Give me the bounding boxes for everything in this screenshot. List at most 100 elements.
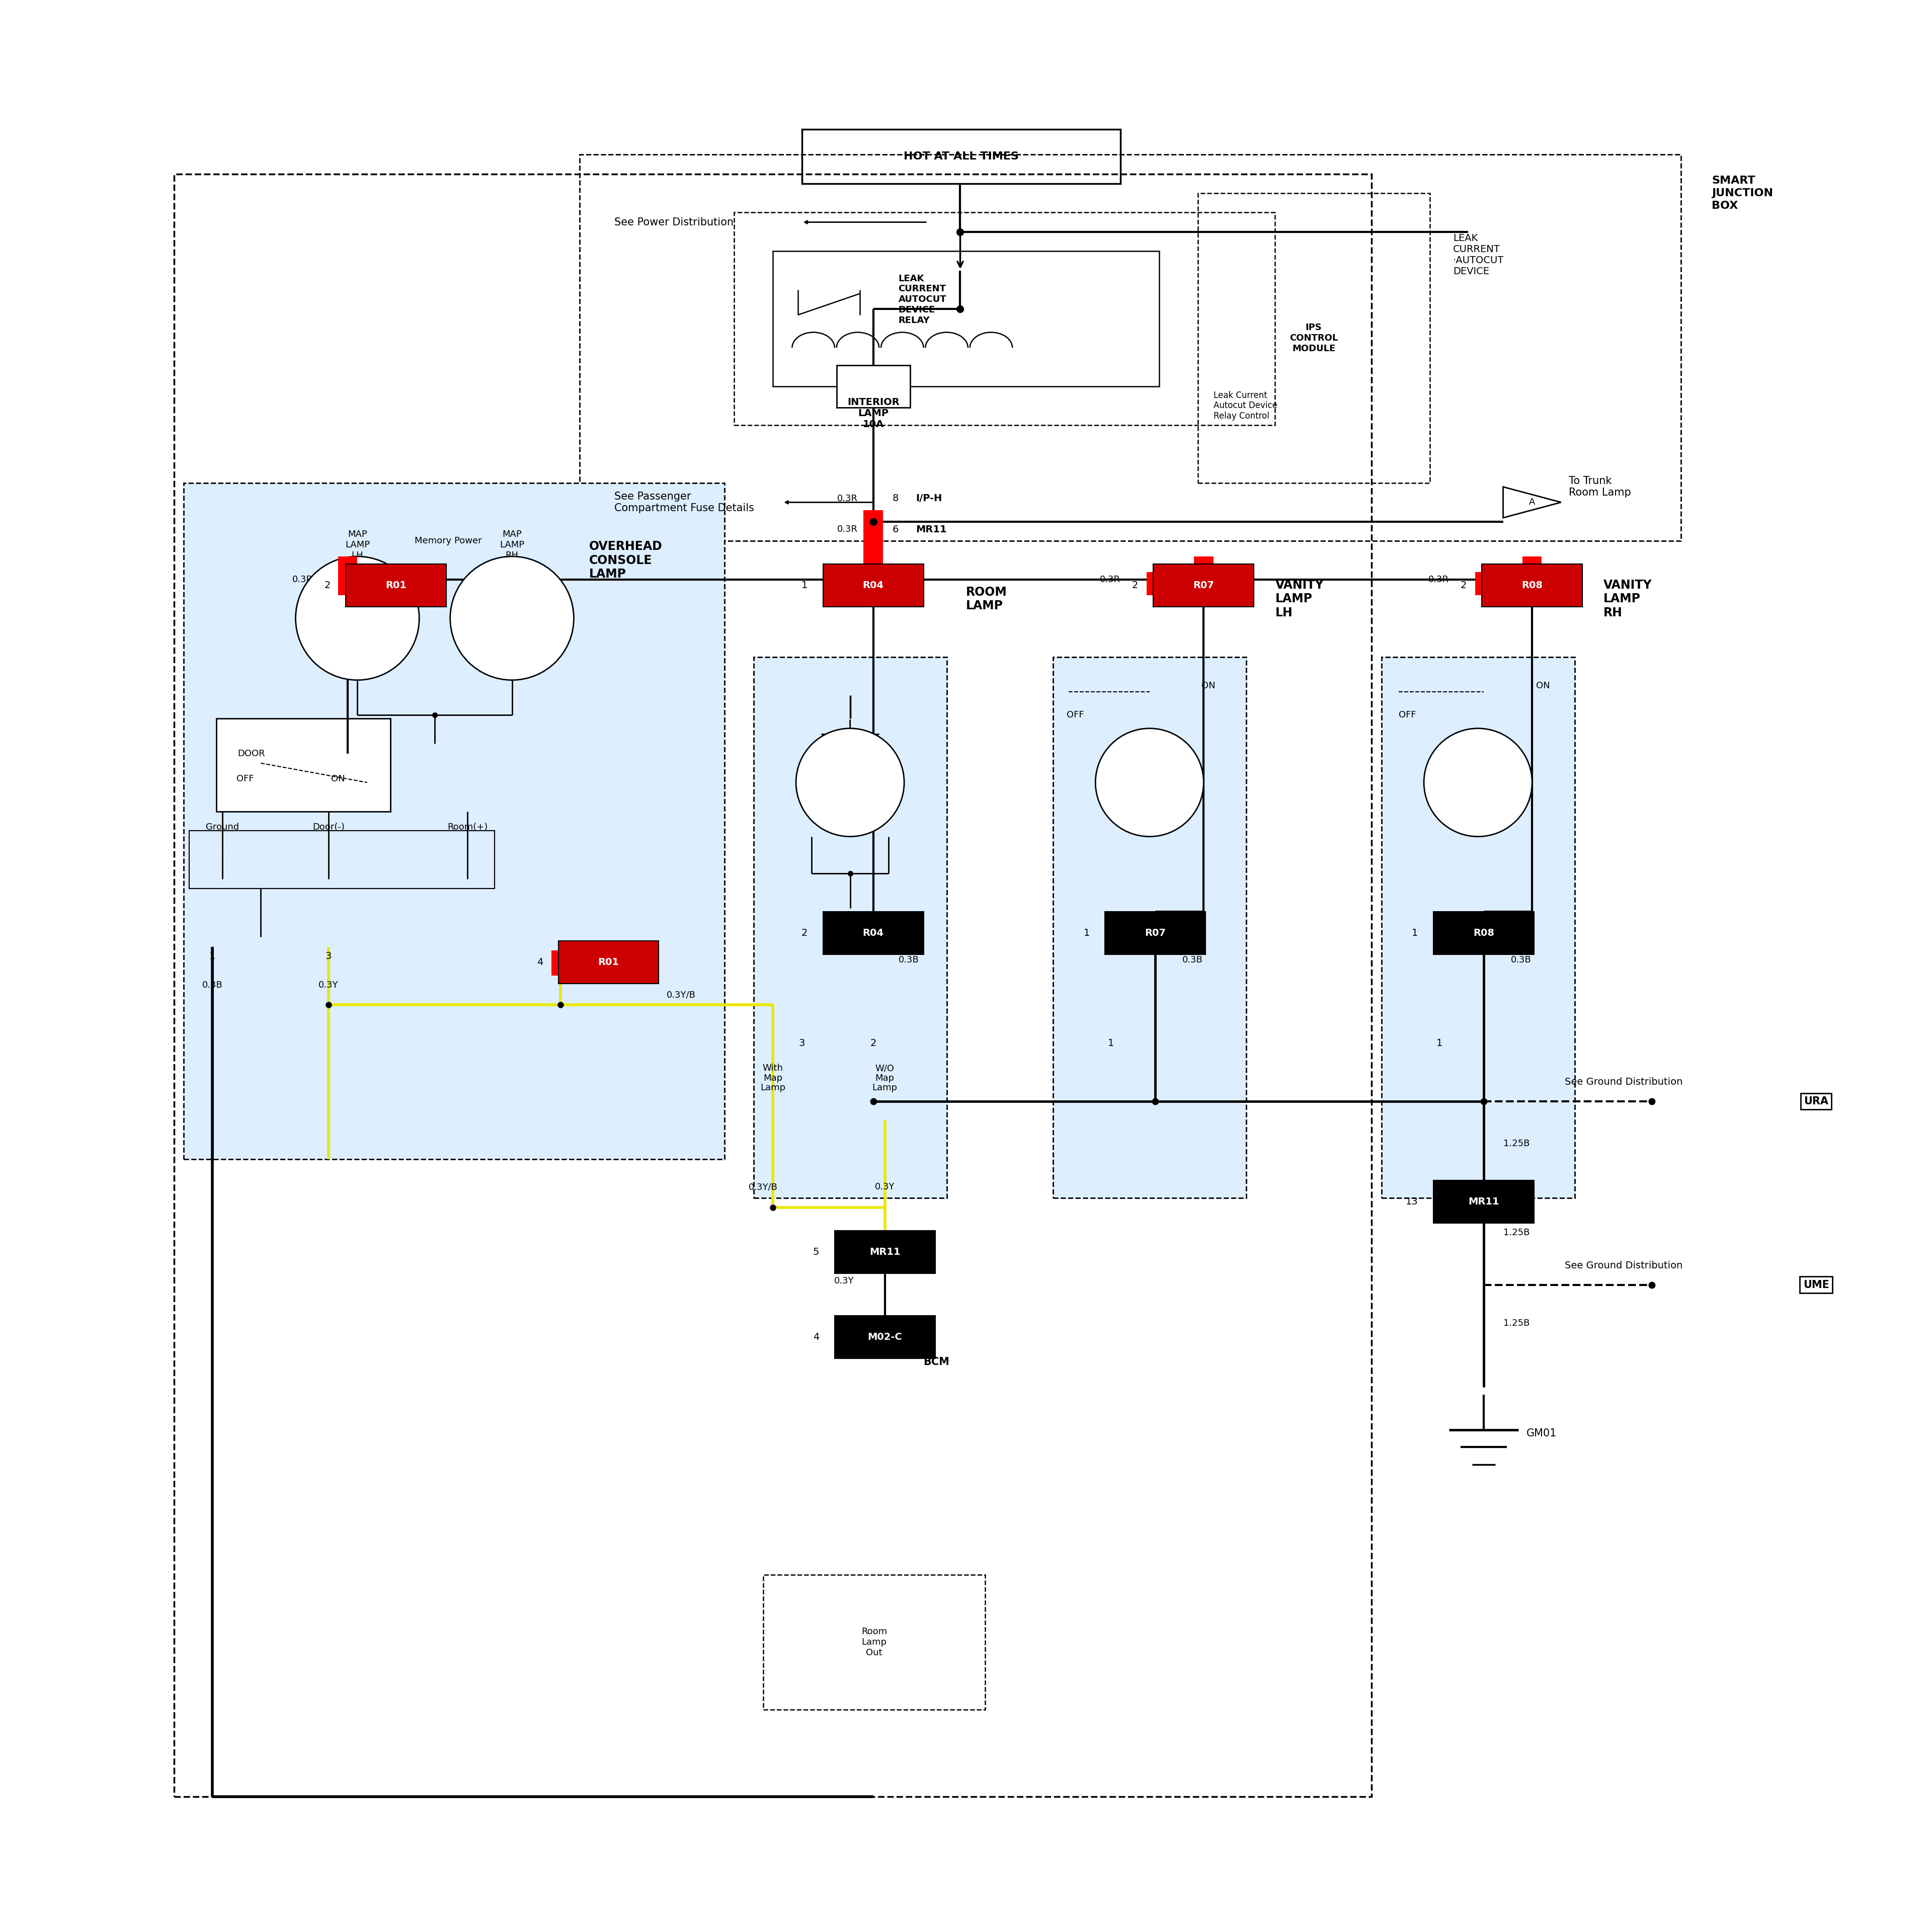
Text: 1.25B: 1.25B bbox=[1503, 1140, 1530, 1148]
Text: Leak Current
Autocut Device
Relay Control: Leak Current Autocut Device Relay Contro… bbox=[1213, 390, 1277, 421]
Bar bbox=[773, 251, 1159, 386]
Text: ON: ON bbox=[1202, 682, 1215, 690]
Text: To Trunk
Room Lamp: To Trunk Room Lamp bbox=[1569, 475, 1631, 498]
Text: 0.3B: 0.3B bbox=[898, 956, 920, 964]
Text: R04: R04 bbox=[864, 929, 883, 937]
Text: 3: 3 bbox=[798, 1039, 806, 1047]
Text: 0.3B: 0.3B bbox=[1511, 956, 1532, 964]
Text: R01: R01 bbox=[599, 958, 618, 966]
Text: 0.3B: 0.3B bbox=[203, 981, 222, 989]
Text: MR11: MR11 bbox=[916, 526, 947, 533]
Text: OFF: OFF bbox=[1399, 711, 1416, 719]
Text: MAP
LAMP
LH: MAP LAMP LH bbox=[346, 529, 369, 560]
Text: Room(+): Room(+) bbox=[448, 823, 487, 831]
Text: 13: 13 bbox=[1406, 1198, 1418, 1206]
Text: See Ground Distribution: See Ground Distribution bbox=[1565, 1078, 1683, 1086]
Text: 4: 4 bbox=[556, 952, 564, 960]
Circle shape bbox=[1095, 728, 1204, 837]
Text: LEAK
CURRENT
·AUTOCUT
DEVICE: LEAK CURRENT ·AUTOCUT DEVICE bbox=[1453, 234, 1503, 276]
Text: 2: 2 bbox=[1132, 582, 1138, 589]
Bar bbox=[1153, 564, 1254, 607]
Text: 1: 1 bbox=[1107, 1039, 1115, 1047]
Circle shape bbox=[450, 556, 574, 680]
Text: 3: 3 bbox=[325, 952, 332, 960]
Text: 1.25B: 1.25B bbox=[1503, 1229, 1530, 1236]
Text: DOOR: DOOR bbox=[238, 750, 265, 757]
Text: 4: 4 bbox=[537, 958, 543, 966]
Text: 0.3R: 0.3R bbox=[837, 526, 858, 533]
Text: A: A bbox=[1528, 498, 1536, 506]
Text: R04: R04 bbox=[864, 582, 883, 589]
Bar bbox=[558, 941, 659, 983]
Bar bbox=[837, 365, 910, 408]
Bar bbox=[1381, 657, 1575, 1198]
Bar bbox=[1148, 572, 1163, 595]
Bar bbox=[864, 510, 883, 580]
Text: W/O
Map
Lamp: W/O Map Lamp bbox=[871, 1065, 898, 1092]
Text: 0.3R: 0.3R bbox=[837, 495, 858, 502]
Text: 1: 1 bbox=[209, 952, 216, 960]
Bar bbox=[1434, 1180, 1534, 1223]
Text: ON: ON bbox=[1536, 682, 1549, 690]
Text: MR11: MR11 bbox=[1468, 1198, 1499, 1206]
Text: HOT AT ALL TIMES: HOT AT ALL TIMES bbox=[904, 151, 1018, 162]
Text: Door(-): Door(-) bbox=[313, 823, 344, 831]
Text: 2: 2 bbox=[325, 582, 330, 589]
Text: OFF: OFF bbox=[1066, 711, 1084, 719]
Bar bbox=[802, 129, 1121, 184]
Bar bbox=[216, 719, 390, 811]
Text: 1: 1 bbox=[1084, 929, 1090, 937]
Text: 1.25B: 1.25B bbox=[1503, 1320, 1530, 1327]
Bar bbox=[823, 564, 923, 607]
Text: VANITY
LAMP
LH: VANITY LAMP LH bbox=[1275, 580, 1323, 618]
Text: R08: R08 bbox=[1474, 929, 1493, 937]
Text: 5: 5 bbox=[813, 1248, 819, 1256]
Text: GM01: GM01 bbox=[1526, 1428, 1557, 1439]
Bar bbox=[866, 510, 881, 533]
Text: 8: 8 bbox=[893, 495, 898, 502]
Text: 2: 2 bbox=[869, 1039, 877, 1047]
Text: 0.3Y/B: 0.3Y/B bbox=[667, 991, 696, 999]
Text: Memory Power: Memory Power bbox=[415, 537, 481, 545]
Text: 0.3R: 0.3R bbox=[1099, 576, 1121, 583]
Text: VANITY
LAMP
RH: VANITY LAMP RH bbox=[1604, 580, 1652, 618]
Text: R07: R07 bbox=[1194, 582, 1213, 589]
Text: M02-C: M02-C bbox=[867, 1333, 902, 1341]
Bar bbox=[189, 831, 495, 889]
Text: See Passenger
Compartment Fuse Details: See Passenger Compartment Fuse Details bbox=[614, 491, 753, 514]
Bar bbox=[346, 564, 446, 607]
Text: URA: URA bbox=[1804, 1095, 1828, 1107]
Text: R08: R08 bbox=[1522, 582, 1542, 589]
Bar bbox=[1476, 572, 1492, 595]
Text: 1: 1 bbox=[1412, 929, 1418, 937]
Text: Ground: Ground bbox=[205, 823, 240, 831]
Bar bbox=[835, 1316, 935, 1358]
Bar bbox=[174, 174, 1372, 1797]
Bar bbox=[338, 556, 357, 595]
Text: 0.3B: 0.3B bbox=[1182, 956, 1204, 964]
Text: With
Map
Lamp: With Map Lamp bbox=[759, 1065, 786, 1092]
Text: 0.3Y/B: 0.3Y/B bbox=[748, 1182, 779, 1192]
Text: 0.3R: 0.3R bbox=[292, 576, 313, 583]
Text: 0.3Y: 0.3Y bbox=[319, 981, 338, 989]
Bar bbox=[340, 572, 355, 595]
Text: LEAK
CURRENT
AUTOCUT
DEVICE
RELAY: LEAK CURRENT AUTOCUT DEVICE RELAY bbox=[898, 274, 947, 325]
Text: 2: 2 bbox=[1461, 582, 1466, 589]
Bar bbox=[1053, 657, 1246, 1198]
Bar bbox=[553, 951, 568, 976]
Bar bbox=[184, 483, 725, 1159]
Text: 2: 2 bbox=[802, 929, 808, 937]
Text: INTERIOR
LAMP
10A: INTERIOR LAMP 10A bbox=[846, 398, 900, 429]
Text: ON: ON bbox=[330, 775, 346, 782]
Text: 1: 1 bbox=[1435, 1039, 1443, 1047]
Text: SMART
JUNCTION
BOX: SMART JUNCTION BOX bbox=[1712, 176, 1774, 211]
Text: UME: UME bbox=[1803, 1279, 1830, 1291]
Text: I/P-H: I/P-H bbox=[916, 495, 943, 502]
Circle shape bbox=[1424, 728, 1532, 837]
Text: BCM: BCM bbox=[923, 1356, 951, 1368]
Bar bbox=[1482, 564, 1582, 607]
Text: MR11: MR11 bbox=[869, 1248, 900, 1256]
Text: OVERHEAD
CONSOLE
LAMP: OVERHEAD CONSOLE LAMP bbox=[589, 541, 663, 580]
Text: 0.3Y: 0.3Y bbox=[835, 1277, 854, 1285]
Text: 1: 1 bbox=[802, 582, 808, 589]
